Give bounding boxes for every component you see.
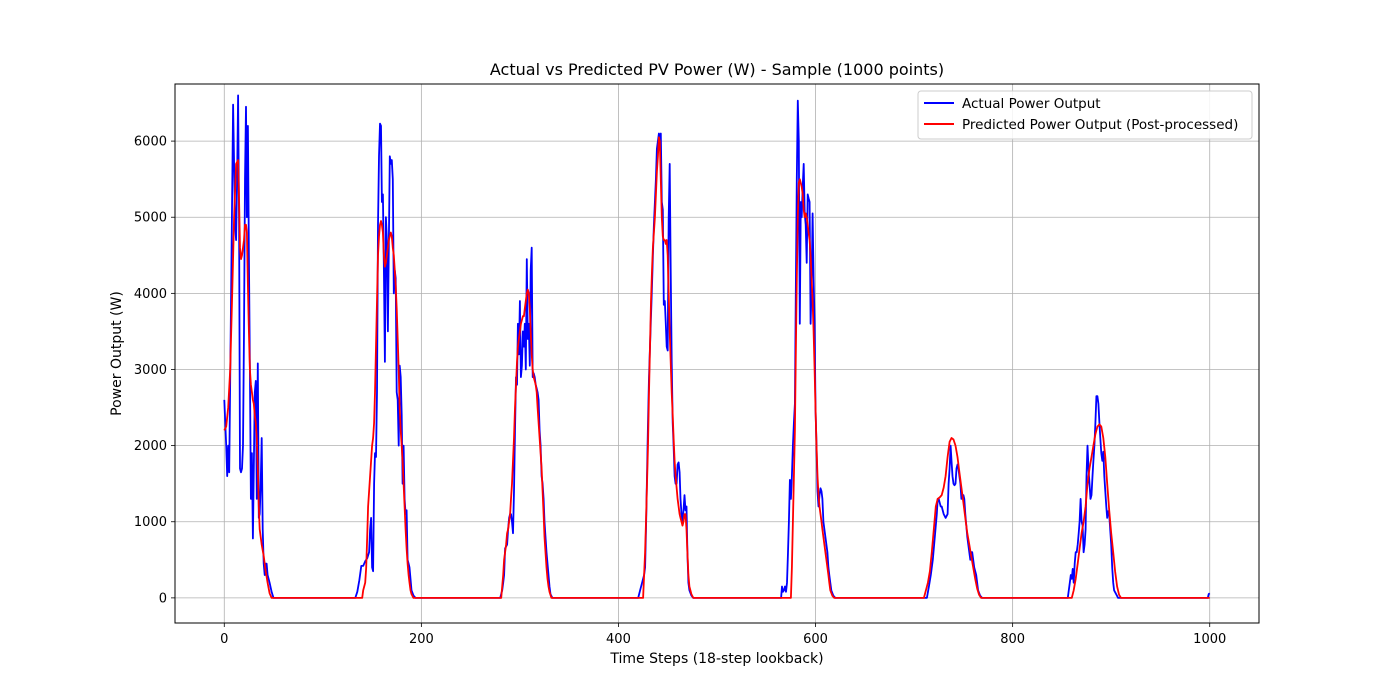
series-line-predicted xyxy=(223,136,1210,599)
series-line-actual xyxy=(223,94,1211,599)
chart-title: Actual vs Predicted PV Power (W) - Sampl… xyxy=(490,60,944,79)
y-tick-label: 3000 xyxy=(134,363,167,378)
legend: Actual Power Output Predicted Power Outp… xyxy=(917,90,1253,140)
x-tick-label: 800 xyxy=(1000,632,1025,647)
x-tick-label: 600 xyxy=(803,632,828,647)
y-tick-label: 6000 xyxy=(134,135,167,150)
legend-label-predicted: Predicted Power Output (Post-processed) xyxy=(962,117,1238,133)
y-tick-label: 1000 xyxy=(134,515,167,530)
y-tick-label: 5000 xyxy=(134,211,167,226)
y-tick-label: 0 xyxy=(159,591,167,606)
legend-box xyxy=(917,90,1253,140)
x-axis-label: Time Steps (18-step lookback) xyxy=(609,651,823,667)
plot-frame xyxy=(174,83,1260,624)
y-tick-label: 4000 xyxy=(134,287,167,302)
legend-label-actual: Actual Power Output xyxy=(962,96,1101,112)
x-tick-label: 200 xyxy=(409,632,434,647)
grid xyxy=(175,84,1259,623)
x-tick-label: 1000 xyxy=(1193,632,1226,647)
x-tick-label: 400 xyxy=(606,632,631,647)
y-axis-label: Power Output (W) xyxy=(109,291,125,416)
ticks: 0 200 400 600 800 1000 0 1000 2000 3000 4000 5000 60… xyxy=(134,135,1226,647)
x-tick-label: 0 xyxy=(220,632,228,647)
y-tick-label: 2000 xyxy=(134,439,167,454)
series-layer xyxy=(223,94,1211,599)
